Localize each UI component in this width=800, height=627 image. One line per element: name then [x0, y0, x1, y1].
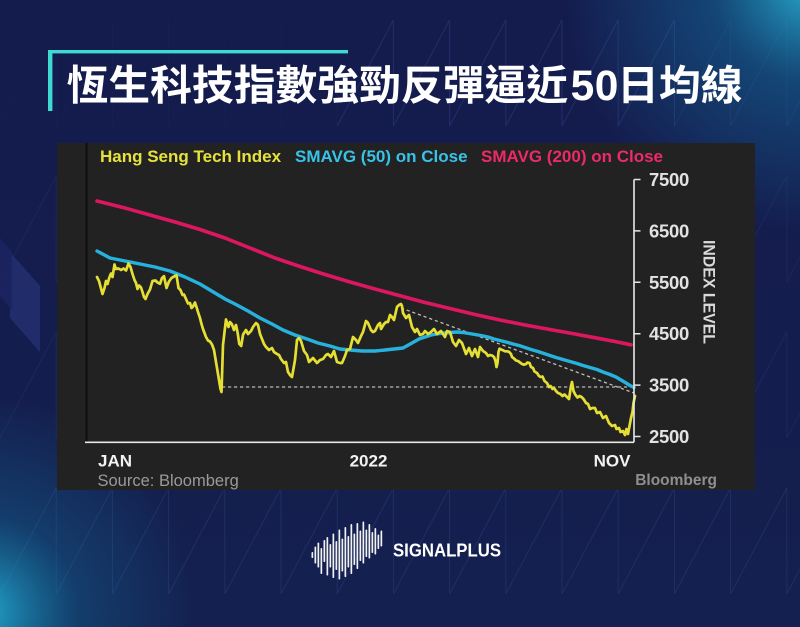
svg-text:5500: 5500 [649, 272, 689, 293]
svg-text:7500: 7500 [649, 169, 689, 190]
svg-text:2022: 2022 [350, 452, 388, 471]
svg-text:Hang Seng Tech Index: Hang Seng Tech Index [100, 147, 282, 166]
svg-text:Source: Bloomberg: Source: Bloomberg [98, 472, 239, 490]
svg-text:SMAVG (50) on Close: SMAVG (50) on Close [295, 147, 468, 166]
svg-text:2500: 2500 [649, 426, 689, 447]
svg-text:3500: 3500 [649, 375, 689, 396]
svg-text:Bloomberg: Bloomberg [635, 472, 717, 489]
svg-text:4500: 4500 [649, 323, 689, 344]
svg-text:NOV: NOV [594, 452, 632, 471]
svg-text:INDEX LEVEL: INDEX LEVEL [700, 240, 718, 344]
svg-text:6500: 6500 [649, 220, 689, 241]
svg-text:SMAVG (200) on Close: SMAVG (200) on Close [481, 147, 663, 166]
svg-text:JAN: JAN [98, 452, 132, 471]
svg-text:50: 50 [571, 63, 619, 110]
svg-text:SIGNALPLUS: SIGNALPLUS [393, 540, 501, 561]
